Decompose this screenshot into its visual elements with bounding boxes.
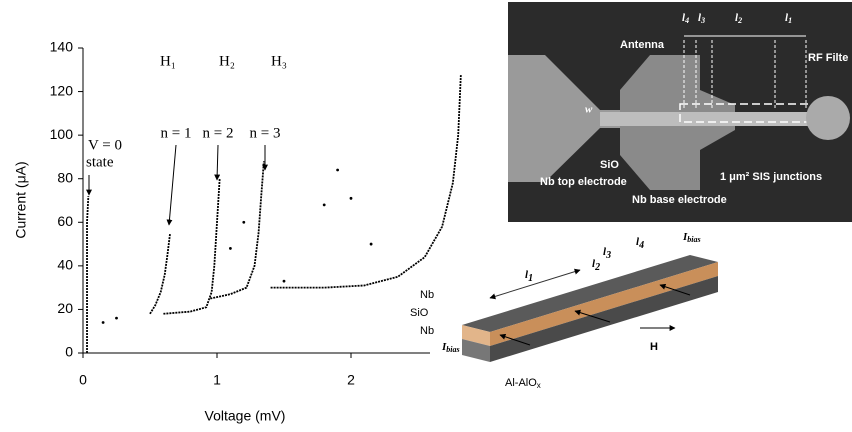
y-tick-label: 40 [57,257,73,273]
annotation: n = 3 [250,125,281,141]
x-tick-label: 0 [79,372,87,388]
bias-label: Ibias [682,231,701,244]
label: Antenna [620,39,665,51]
data-point [322,203,326,207]
layer-label: SiO [410,307,429,319]
annotation: n = 1 [161,125,192,141]
data-point [369,242,373,246]
layer-label: Nb [420,289,434,301]
annotation: H₁ [160,53,176,69]
annotation-arrow [214,144,221,181]
data-point [101,321,105,324]
label: RF Filte [808,52,848,64]
iv-curve [86,196,90,353]
micrograph: Antenna RF Filte w SiO Nb top electrode … [508,2,852,222]
y-tick-label: 120 [50,82,74,98]
annotation: H₂ [219,53,235,69]
annotation: state [86,154,114,170]
length: l3 [603,246,611,262]
y-tick-label: 20 [57,300,73,316]
label: SiO [600,159,619,171]
barrier-label: Al-AlOx [505,377,541,390]
y-tick-label: 60 [57,213,73,229]
length: l1 [525,269,533,285]
label: 1 μm² SIS junctions [720,171,822,183]
schematic: Nb SiO Nb l1 l2 l3 l4 Ibias Ibias Al-AlO… [410,231,720,400]
length: l2 [592,258,600,274]
annotation: V = 0 [88,137,122,153]
x-tick-label: 1 [213,372,221,388]
data-point [282,279,286,283]
length: l4 [682,12,689,25]
annotation: H₃ [271,53,287,69]
y-tick-label: 0 [65,344,73,360]
data-point [349,196,353,200]
x-tick-label: 2 [347,372,355,388]
annotation-arrow [166,144,177,226]
iv-curve [270,74,462,289]
iv-curve [210,161,265,300]
y-axis-label: Current (μA) [13,161,29,238]
field-label: H [650,341,658,353]
bias-label: Ibias [441,341,460,354]
length: l2 [735,12,742,25]
iv-curve [149,233,171,315]
length: l3 [698,12,705,25]
y-tick-label: 100 [50,126,74,142]
length: l4 [636,236,644,252]
x-axis-label: Voltage (mV) [205,408,286,424]
layer-label: Nb [420,325,434,337]
data-point [115,316,118,320]
label: Nb base electrode [632,194,727,206]
y-tick-label: 140 [50,39,74,55]
label: Nb top electrode [540,176,627,188]
data-point [229,247,232,250]
data-point [242,220,246,224]
y-tick-label: 80 [57,169,73,185]
iv-curve [163,178,221,315]
annotation: n = 2 [203,125,234,141]
length: l1 [785,12,792,25]
data-point [336,168,339,172]
label: w [585,104,593,116]
